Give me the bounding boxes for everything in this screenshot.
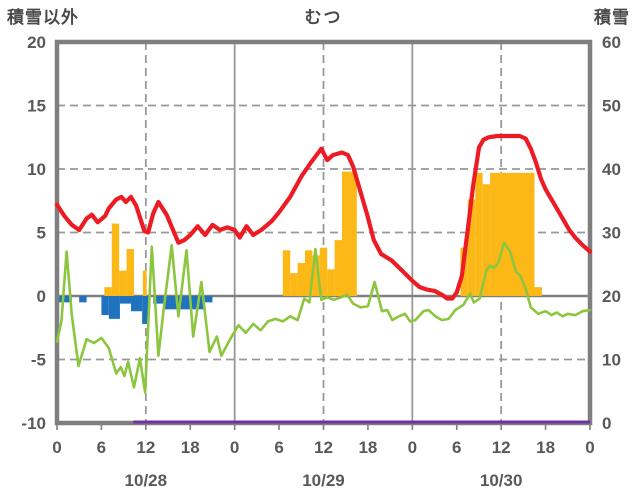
x-axis-tick-labels: 0 6 12 18 0 6 12 18 0 6 12 18 0 [52, 438, 594, 457]
tick-label: 20 [27, 33, 46, 52]
tick-label: 12 [492, 438, 511, 457]
chart-title: むつ [304, 8, 343, 27]
blue-bars [57, 296, 213, 324]
tick-label: 0 [37, 287, 46, 306]
tick-label: 15 [27, 97, 46, 116]
tick-label: 10/29 [302, 471, 345, 490]
tick-label: 0 [52, 438, 61, 457]
tick-label: 10/30 [480, 471, 523, 490]
left-axis-title: 積雪以外 [7, 8, 79, 27]
left-axis-tick-labels: 20 15 10 5 0 -5 -10 [21, 33, 46, 433]
tick-label: 0 [408, 438, 417, 457]
tick-label: 10/28 [125, 471, 168, 490]
tick-label: 30 [602, 224, 621, 243]
tick-label: 60 [602, 33, 621, 52]
tick-label: 0 [602, 414, 611, 433]
tick-label: 40 [602, 160, 621, 179]
tick-label: 18 [181, 438, 200, 457]
tick-label: -5 [31, 351, 46, 370]
tick-label: 5 [37, 224, 46, 243]
tick-label: 0 [585, 438, 594, 457]
right-axis-tick-labels: 60 50 40 30 20 10 0 [602, 33, 621, 433]
tick-label: 50 [602, 97, 621, 116]
tick-label: -10 [21, 414, 46, 433]
tick-label: 10 [27, 160, 46, 179]
red-line [54, 133, 593, 301]
tick-label: 6 [97, 438, 106, 457]
x-axis-date-labels: 10/28 10/29 10/30 [125, 471, 523, 490]
tick-label: 20 [602, 287, 621, 306]
tick-label: 18 [358, 438, 377, 457]
tick-label: 10 [602, 351, 621, 370]
x-tick-marks [56, 425, 591, 430]
tick-label: 6 [274, 438, 283, 457]
tick-label: 0 [230, 438, 239, 457]
yellow-bars [104, 171, 542, 296]
tick-label: 12 [136, 438, 155, 457]
right-axis-title: 積雪 [594, 8, 630, 27]
tick-label: 12 [314, 438, 333, 457]
tick-label: 18 [536, 438, 555, 457]
green-line [55, 241, 592, 394]
tick-label: 6 [452, 438, 461, 457]
